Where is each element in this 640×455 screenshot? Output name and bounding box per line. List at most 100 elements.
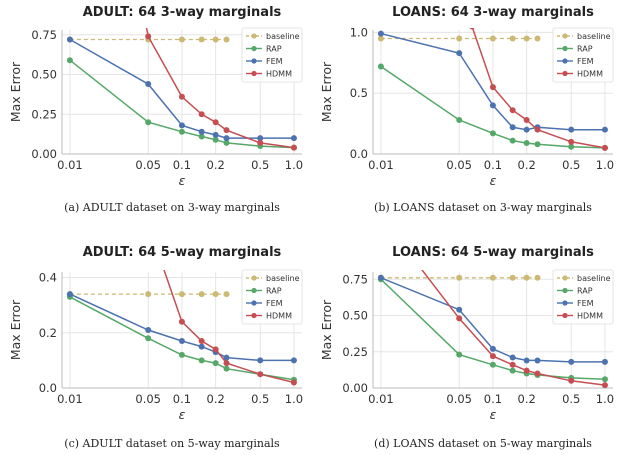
data-point-hdmm [212,346,219,353]
y-tick-label: 0.0 [350,147,368,161]
chart-panel-2: 0.01 0.05 0.1 0.2 0.5 1.0 0.0 0.2 0.4 ADULT: 64 5… [8,245,303,450]
data-point-hdmm [178,318,185,325]
legend-label: baseline [266,32,300,41]
legend-swatch-marker [562,300,568,306]
data-point-fem [66,36,73,43]
x-tick-label: 0.05 [446,392,472,406]
data-point-rap [601,376,608,383]
data-point-fem [534,357,541,364]
legend-label: FEM [266,57,283,66]
data-point-rap [178,128,185,135]
y-tick-label: 0.00 [31,147,57,161]
legend-swatch-marker [251,275,257,281]
data-point-rap [178,351,185,358]
data-point-baseline [145,291,152,298]
data-point-fem [568,358,575,365]
data-point-baseline [212,36,219,43]
x-tick-label: 0.5 [251,158,269,172]
data-point-fem [489,102,496,109]
legend-box [552,269,614,325]
data-point-baseline [456,35,463,42]
legend-box [241,27,303,83]
y-tick-label: 0.0 [39,381,57,395]
data-point-hdmm [145,33,152,40]
chart-title: LOANS: 64 5-way marginals [392,245,594,260]
x-tick-label: 0.05 [135,392,161,406]
y-tick-label: 0.50 [31,68,57,82]
x-axis-label: ε [179,173,186,188]
data-point-fem [509,354,516,361]
x-tick-label: 0.2 [518,158,536,172]
data-point-rap [66,57,73,64]
data-point-hdmm [223,127,230,134]
data-point-baseline [534,35,541,42]
data-layer [377,28,608,151]
data-point-hdmm [198,111,205,118]
series-line-rap [69,296,295,381]
data-point-fem [290,357,297,364]
x-tick-label: 0.05 [446,158,472,172]
data-point-baseline [377,35,384,42]
data-point-rap [223,139,230,146]
data-point-hdmm [601,382,608,389]
data-point-baseline [223,36,230,43]
x-tick-label: 0.1 [484,158,502,172]
legend-swatch-marker [251,312,257,319]
y-tick-label: 0.2 [39,326,57,340]
data-point-fem [178,122,185,129]
y-tick-label: 0.00 [342,381,368,395]
data-point-hdmm [489,353,496,360]
data-point-rap [509,367,516,374]
x-tick-label: 0.01 [57,158,83,172]
x-tick-label: 1.0 [596,392,614,406]
x-axis-label: ε [490,407,497,422]
data-point-hdmm [601,144,608,151]
y-tick-label: 0.75 [342,272,368,286]
data-point-rap [489,361,496,368]
series-line-rap [69,59,294,149]
data-point-hdmm [257,139,264,146]
legend-swatch-marker [251,300,257,306]
data-point-hdmm [456,315,463,322]
figure-caption: (c) ADULT dataset on 5-way marginals [64,437,280,450]
series-line-rap [380,65,605,149]
data-point-baseline [178,291,185,298]
legend-swatch-marker [562,275,568,281]
data-point-baseline [178,36,185,43]
chart-panel-0: 0.01 0.05 0.1 0.2 0.5 1.0 0.00 0.25 0.50 0.75 ADUL… [8,5,303,214]
data-point-baseline [456,274,463,281]
legend-swatch-marker [251,33,257,39]
data-point-baseline [198,291,205,298]
x-tick-label: 0.5 [562,158,580,172]
legend-swatch-marker [562,33,568,39]
data-point-fem [601,358,608,365]
y-tick-label: 1.0 [350,25,368,39]
legend-swatch-marker [562,45,568,52]
x-tick-label: 0.5 [562,392,580,406]
series-line-rap [380,278,605,381]
series-line-hdmm [145,28,295,149]
chart-panel-1: 0.01 0.05 0.1 0.2 0.5 1.0 0.0 0.5 1.0 LOANS: 64 3… [319,5,614,214]
data-point-hdmm [534,126,541,133]
legend-label: RAP [577,287,593,296]
data-point-hdmm [198,338,205,345]
data-point-fem [145,327,152,333]
x-axis-label: ε [490,173,497,188]
data-layer [377,270,608,389]
x-tick-label: 1.0 [285,392,303,406]
data-layer [66,28,297,151]
data-point-baseline [212,291,219,298]
series-line-fem [380,277,605,363]
data-point-hdmm [290,144,297,151]
y-tick-label: 0.75 [31,28,57,42]
data-point-fem [212,131,219,138]
data-point-hdmm [469,28,475,30]
legend-swatch-marker [251,58,257,64]
data-point-fem [377,30,384,37]
data-point-fem [198,343,205,350]
legend-swatch-marker [562,287,568,294]
legend-swatch-marker [562,312,568,319]
legend: baseline RAP FEM HDMM [552,27,614,83]
data-point-baseline [198,36,205,43]
y-tick-label: 0.5 [350,86,368,100]
